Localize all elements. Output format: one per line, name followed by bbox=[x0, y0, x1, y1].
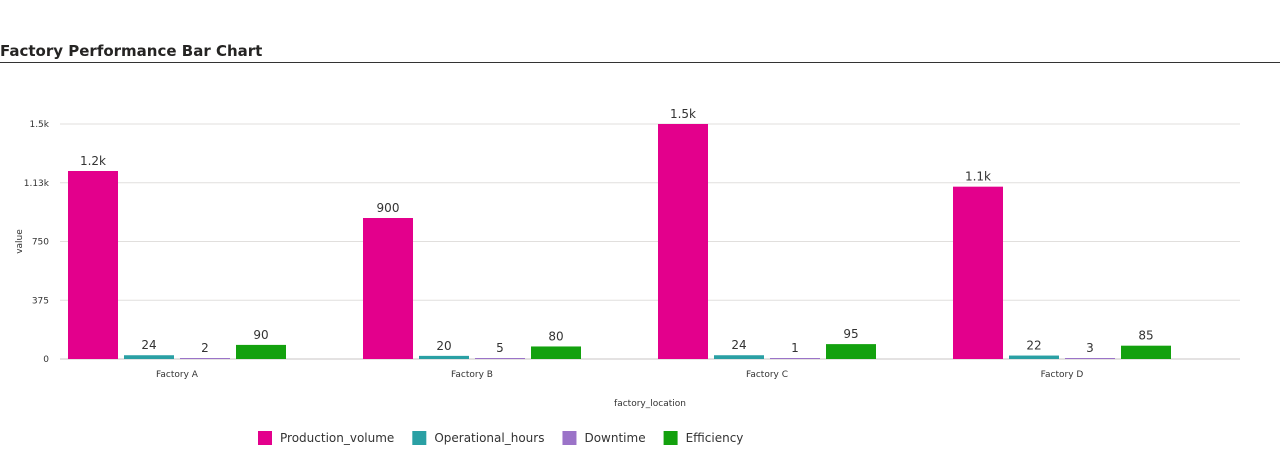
data-label: 1.2k bbox=[80, 154, 106, 168]
legend-item-label: Production_volume bbox=[280, 431, 394, 445]
bar bbox=[714, 355, 764, 359]
y-tick-label: 1.13k bbox=[24, 179, 50, 189]
data-label: 24 bbox=[141, 338, 156, 352]
bar bbox=[826, 344, 876, 359]
y-tick-label: 1.5k bbox=[29, 120, 49, 130]
data-label: 1.1k bbox=[965, 170, 991, 184]
y-tick-label: 375 bbox=[32, 296, 49, 306]
bar bbox=[419, 355, 469, 359]
data-label: 24 bbox=[731, 338, 746, 352]
legend-item-label: Operational_hours bbox=[434, 431, 544, 445]
data-label: 20 bbox=[436, 339, 451, 353]
legend-item-label: Efficiency bbox=[686, 431, 744, 445]
data-label: 22 bbox=[1026, 339, 1041, 353]
bar bbox=[953, 186, 1003, 359]
legend-swatch bbox=[412, 431, 427, 445]
legend-item-label: Downtime bbox=[584, 431, 645, 445]
x-tick-label: Factory A bbox=[156, 370, 199, 380]
title-divider bbox=[0, 62, 1280, 63]
data-label: 80 bbox=[548, 329, 563, 343]
bar bbox=[770, 358, 820, 359]
bar bbox=[1009, 355, 1059, 359]
legend-swatch bbox=[258, 431, 272, 445]
legend-swatch bbox=[663, 431, 678, 445]
x-tick-label: Factory C bbox=[746, 370, 788, 380]
data-label: 3 bbox=[1086, 341, 1094, 355]
bar bbox=[124, 355, 174, 359]
data-label: 900 bbox=[377, 201, 400, 215]
bar bbox=[236, 344, 286, 359]
y-tick-label: 750 bbox=[32, 238, 49, 248]
data-label: 90 bbox=[253, 328, 268, 342]
legend-swatch bbox=[562, 431, 577, 445]
bar bbox=[1121, 345, 1171, 359]
bar bbox=[68, 171, 118, 359]
bar bbox=[363, 218, 413, 359]
data-label: 85 bbox=[1138, 329, 1153, 343]
page-title: Factory Performance Bar Chart bbox=[0, 42, 263, 60]
y-axis-label: value bbox=[15, 229, 25, 254]
x-tick-label: Factory D bbox=[1041, 370, 1084, 380]
data-label: 1.5k bbox=[670, 107, 696, 121]
bar bbox=[180, 358, 230, 359]
data-label: 2 bbox=[201, 341, 209, 355]
bar bbox=[531, 346, 581, 359]
y-tick-label: 0 bbox=[43, 355, 49, 365]
bar bbox=[1065, 358, 1115, 359]
x-tick-label: Factory B bbox=[451, 370, 493, 380]
data-label: 5 bbox=[496, 341, 504, 355]
x-axis-label: factory_location bbox=[614, 399, 686, 409]
data-label: 1 bbox=[791, 341, 799, 355]
bar bbox=[658, 124, 708, 359]
bar bbox=[475, 358, 525, 359]
data-label: 95 bbox=[843, 327, 858, 341]
